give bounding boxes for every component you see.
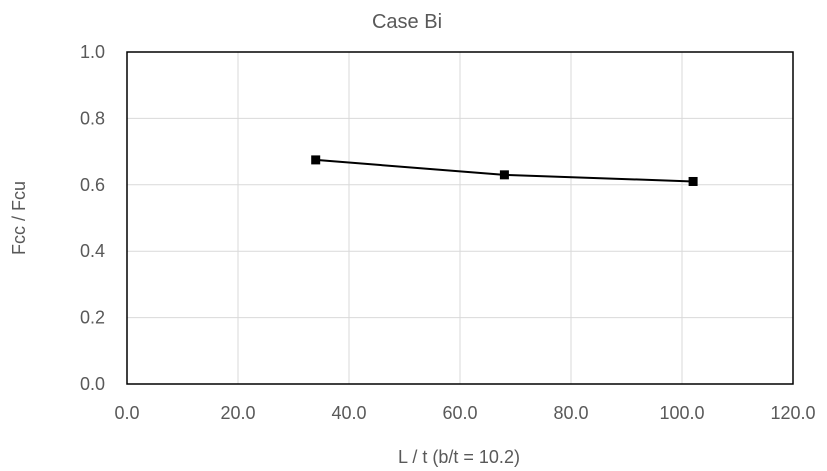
x-tick-labels: 0.0 20.0 40.0 60.0 80.0 100.0 120.0 <box>114 403 815 423</box>
data-point-marker <box>311 155 321 165</box>
x-axis-title: L / t (b/t = 10.2) <box>398 447 520 467</box>
y-tick-label: 0.2 <box>80 308 105 328</box>
y-tick-label: 0.6 <box>80 175 105 195</box>
y-tick-label: 0.8 <box>80 108 105 128</box>
plot-area <box>126 51 794 385</box>
data-point-marker <box>499 170 509 180</box>
grid <box>127 52 793 384</box>
x-tick-label: 40.0 <box>331 403 366 423</box>
x-tick-label: 80.0 <box>553 403 588 423</box>
x-tick-label: 120.0 <box>770 403 815 423</box>
x-tick-label: 20.0 <box>220 403 255 423</box>
y-axis-title: Fcc / Fcu <box>9 181 29 255</box>
chart-title: Case Bi <box>372 11 442 33</box>
y-tick-label: 1.0 <box>80 42 105 62</box>
x-tick-label: 100.0 <box>659 403 704 423</box>
x-tick-label: 60.0 <box>442 403 477 423</box>
data-point-marker <box>688 176 698 186</box>
y-tick-label: 0.0 <box>80 374 105 394</box>
x-tick-label: 0.0 <box>114 403 139 423</box>
y-tick-label: 0.4 <box>80 241 105 261</box>
y-tick-labels: 0.0 0.2 0.4 0.6 0.8 1.0 <box>80 42 105 394</box>
series <box>311 155 698 186</box>
